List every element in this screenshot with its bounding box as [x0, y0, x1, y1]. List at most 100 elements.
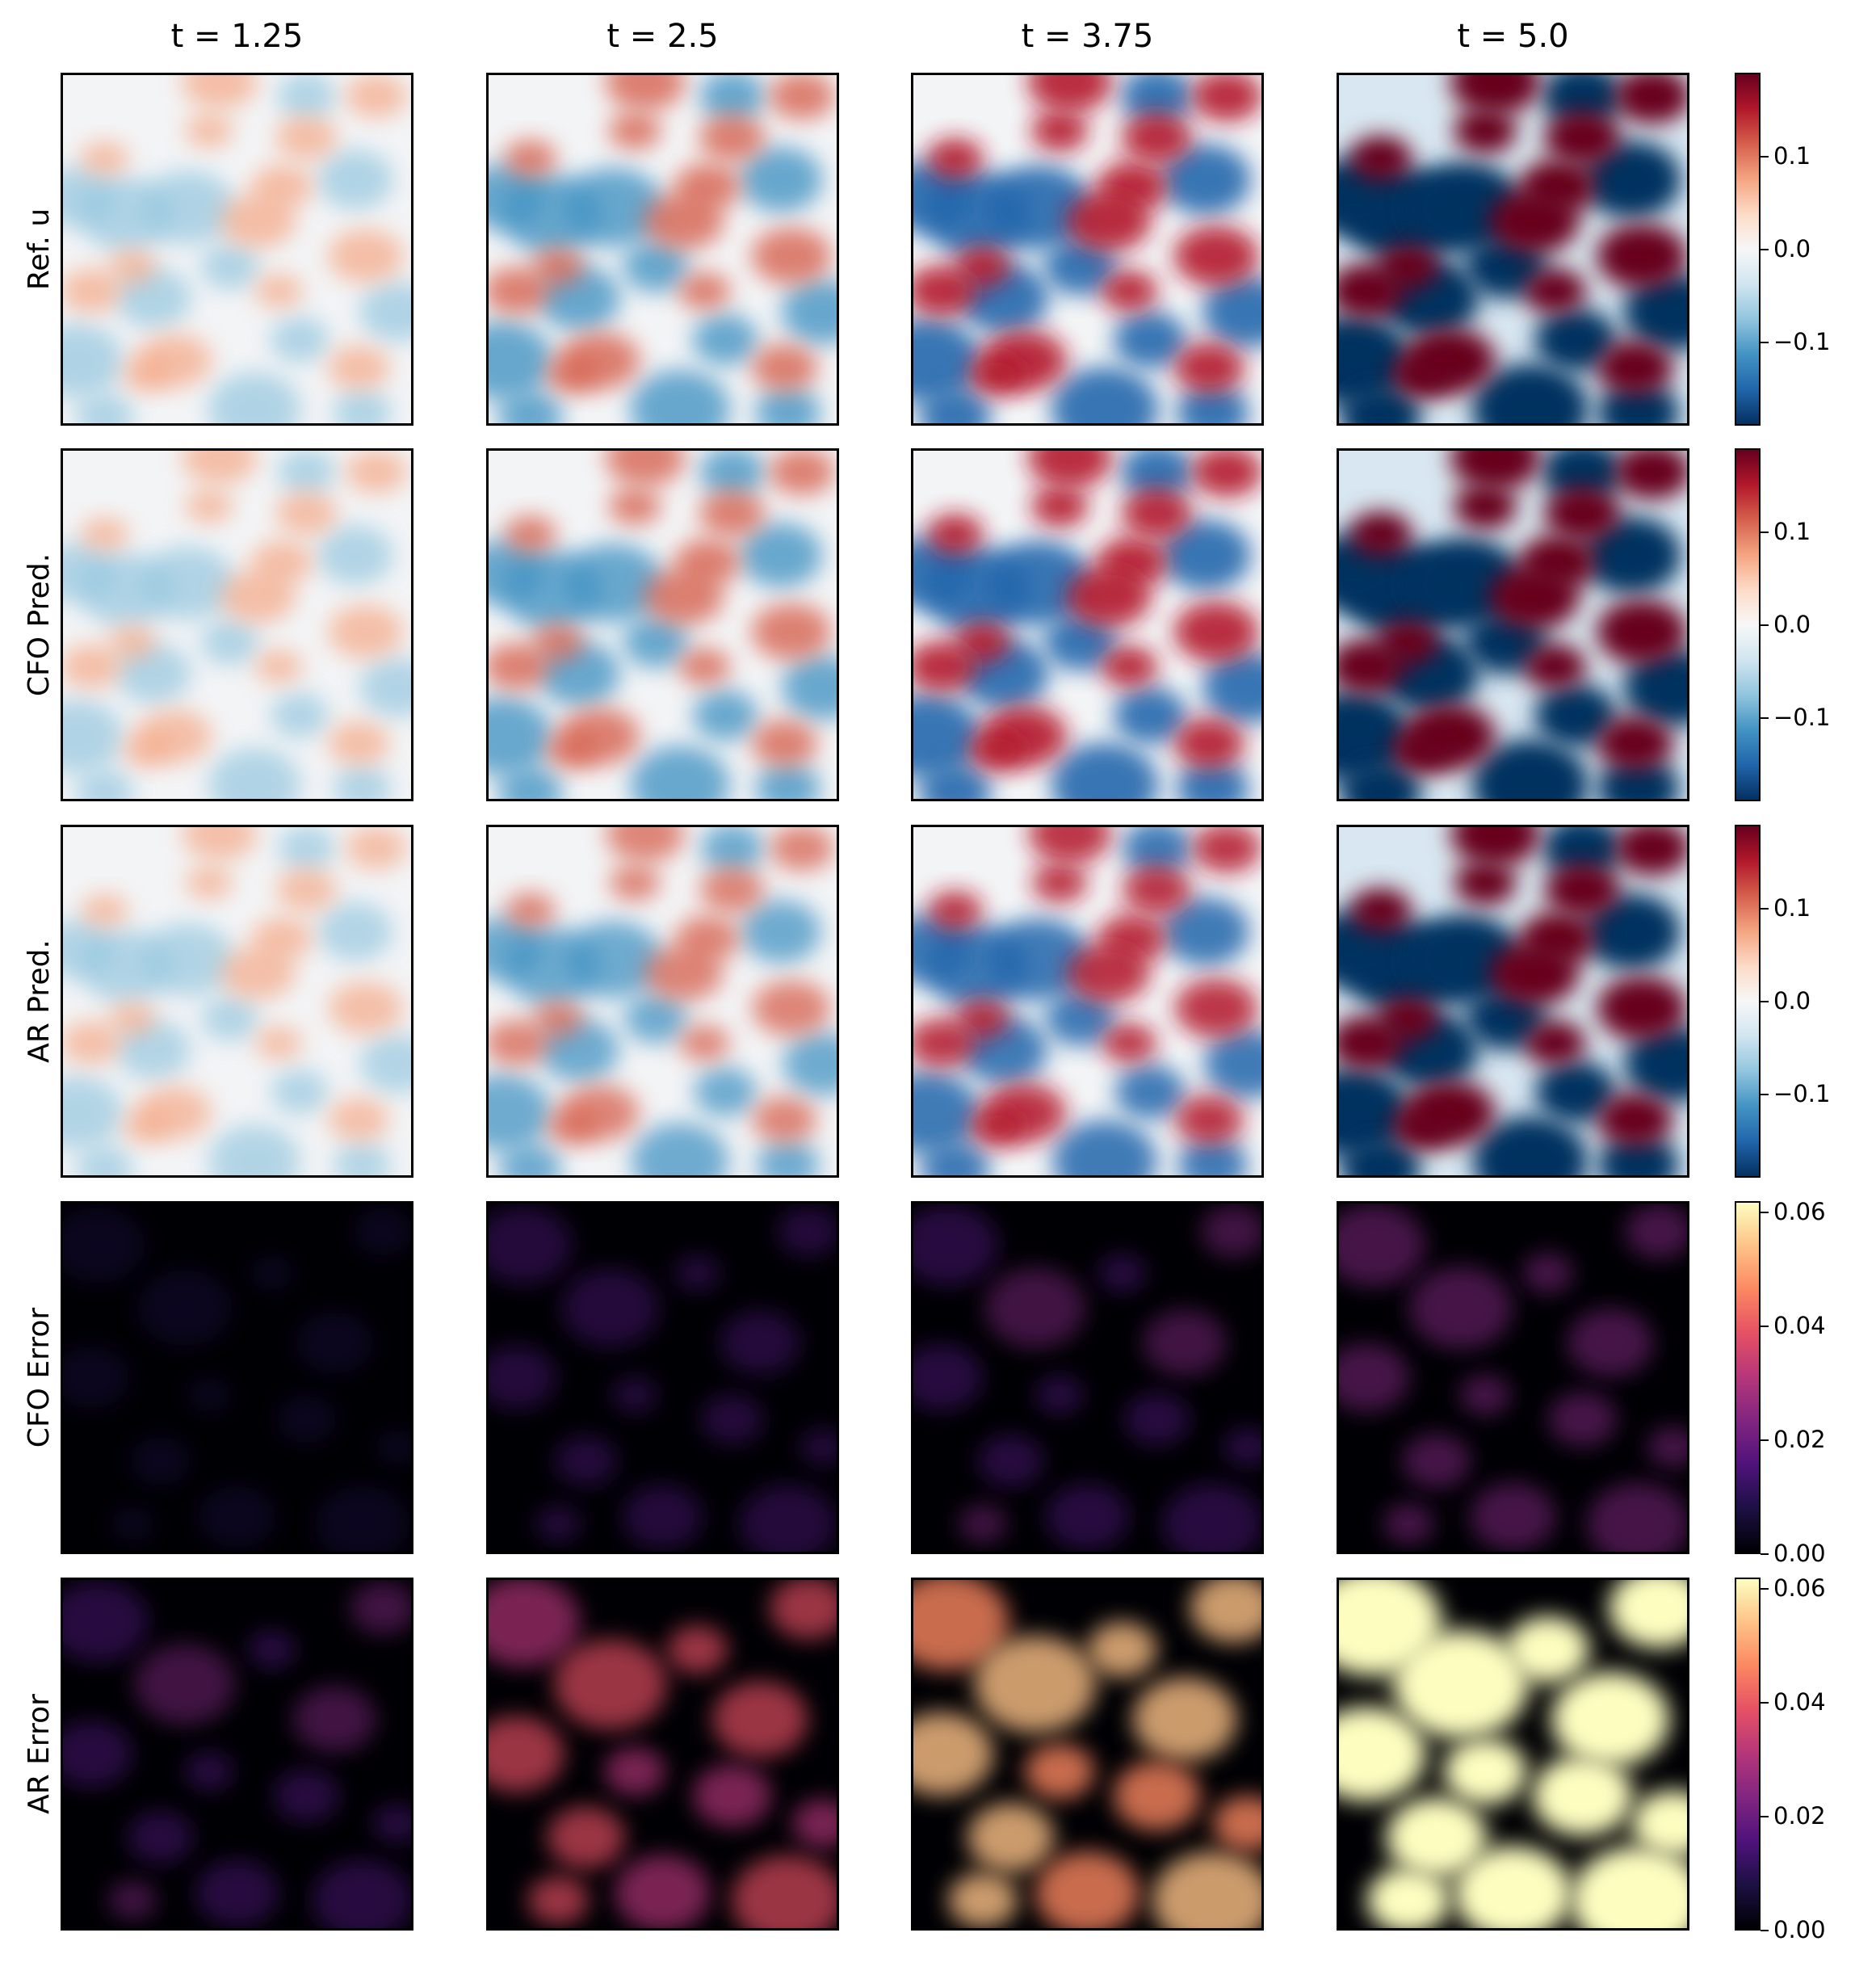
field-blob	[1609, 1580, 1687, 1649]
field-blob	[740, 523, 822, 588]
field-blob	[1123, 864, 1192, 915]
heatmap-panel	[486, 73, 839, 426]
field-blob	[1122, 112, 1193, 164]
field-blob	[359, 658, 411, 718]
field-blob	[1087, 1621, 1157, 1678]
field-blob	[1459, 1374, 1511, 1416]
field-blob	[547, 1108, 598, 1145]
field-blob	[372, 1804, 411, 1843]
colorbar-tick-mark	[1761, 907, 1769, 910]
field-blob	[1173, 225, 1259, 287]
field-blob	[1523, 1020, 1586, 1066]
field-blob	[1597, 1091, 1673, 1148]
field-blob	[185, 489, 233, 523]
field-blob	[1027, 451, 1113, 489]
field-blob	[142, 922, 235, 997]
heatmap-image	[489, 75, 837, 423]
colorbar-tick-mark	[1761, 1000, 1769, 1002]
field-blob	[913, 537, 972, 608]
field-blob	[1454, 1846, 1572, 1928]
field-blob	[489, 267, 550, 315]
field-blob	[1392, 1630, 1529, 1739]
colorbar	[1735, 448, 1761, 801]
field-blob	[1051, 367, 1159, 423]
field-blob	[535, 1505, 581, 1543]
field-blob	[1132, 1677, 1237, 1762]
field-blob	[292, 1686, 376, 1753]
field-blob	[75, 393, 134, 423]
field-blob	[328, 981, 404, 1035]
field-blob	[1120, 451, 1194, 500]
field-blob	[781, 279, 837, 345]
field-blob	[1631, 1790, 1687, 1858]
field-blob	[275, 116, 338, 160]
field-blob	[741, 900, 821, 964]
field-blob	[63, 645, 122, 689]
heatmap-image	[1339, 1204, 1687, 1552]
heatmap-panel	[486, 825, 839, 1178]
field-blob	[1162, 1483, 1261, 1552]
field-blob	[1470, 1482, 1556, 1552]
field-blob	[1051, 742, 1159, 799]
colorbar	[1735, 825, 1761, 1178]
field-blob	[623, 616, 689, 668]
field-blob	[1032, 863, 1087, 903]
heatmap-image	[913, 451, 1261, 799]
field-blob	[913, 318, 981, 403]
field-blob	[141, 546, 235, 620]
field-blob	[564, 167, 665, 247]
field-blob	[123, 1109, 170, 1144]
field-blob	[1052, 1120, 1157, 1175]
column-title: t = 5.0	[1457, 18, 1569, 55]
field-blob	[986, 918, 1091, 1001]
field-blob	[123, 733, 170, 767]
heatmap-image	[63, 451, 411, 799]
field-blob	[918, 388, 992, 423]
colorbar-tick-label: 0.06	[1773, 1574, 1826, 1603]
field-blob	[622, 1484, 703, 1549]
field-blob	[1614, 827, 1687, 876]
field-blob	[1067, 943, 1150, 1003]
field-blob	[1408, 1266, 1513, 1350]
field-blob	[531, 247, 585, 286]
field-blob	[699, 489, 766, 537]
colorbar-tick-label: 0.06	[1773, 1198, 1826, 1226]
field-blob	[141, 170, 235, 245]
field-blob	[182, 75, 258, 109]
colorbar-tick-label: 0.02	[1773, 1426, 1826, 1454]
field-blob	[1202, 652, 1261, 723]
field-blob	[1191, 451, 1261, 498]
field-blob	[643, 192, 724, 250]
field-blob	[738, 1484, 837, 1552]
field-blob	[328, 721, 390, 766]
field-blob	[63, 269, 122, 313]
heatmap-panel	[61, 1201, 413, 1554]
field-blob	[333, 389, 392, 423]
field-blob	[711, 1680, 808, 1758]
field-blob	[984, 540, 1093, 626]
heatmap-image	[1339, 1580, 1687, 1928]
field-blob	[1101, 645, 1158, 687]
colorbar-tick-mark	[1761, 624, 1769, 626]
colorbar-tick-mark	[1761, 341, 1769, 343]
colorbar-tick-mark	[1761, 1212, 1769, 1214]
field-blob	[1523, 267, 1587, 314]
heatmap-panel	[486, 1578, 839, 1931]
field-blob	[1101, 270, 1158, 312]
colorbar-tick-label: 0.04	[1773, 1312, 1826, 1340]
field-blob	[1203, 1029, 1261, 1099]
colorbar-tick-label: 0.1	[1773, 141, 1811, 170]
field-blob	[751, 603, 832, 661]
column-title: t = 2.5	[606, 18, 719, 55]
field-blob	[75, 768, 134, 799]
field-blob	[1339, 1342, 1410, 1413]
field-blob	[547, 1806, 626, 1869]
field-blob	[1596, 223, 1687, 289]
field-blob	[1223, 1427, 1261, 1467]
field-blob	[201, 996, 259, 1042]
field-blob	[81, 517, 129, 552]
field-blob	[109, 1002, 157, 1036]
colorbar-tick-mark	[1761, 1702, 1769, 1704]
heatmap-image	[1339, 827, 1687, 1175]
row-label: AR Pred.	[22, 939, 56, 1063]
